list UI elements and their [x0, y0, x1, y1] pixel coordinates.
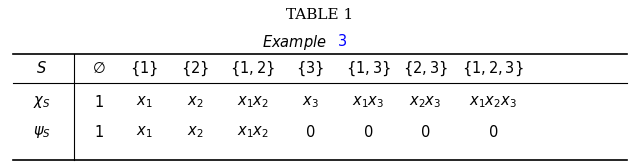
Text: $x_2$: $x_2$ — [187, 94, 204, 110]
Text: $\emptyset$: $\emptyset$ — [92, 61, 106, 76]
Text: $x_1x_3$: $x_1x_3$ — [352, 94, 384, 110]
Text: $x_3$: $x_3$ — [302, 94, 319, 110]
Text: $\{1,2,3\}$: $\{1,2,3\}$ — [462, 59, 524, 78]
Text: $\{1,3\}$: $\{1,3\}$ — [346, 59, 390, 78]
Text: $x_2x_3$: $x_2x_3$ — [410, 94, 442, 110]
Text: $x_1$: $x_1$ — [136, 124, 152, 140]
Text: $\{1,2\}$: $\{1,2\}$ — [230, 59, 275, 78]
Text: $x_1x_2$: $x_1x_2$ — [237, 94, 269, 110]
Text: $S$: $S$ — [36, 61, 47, 76]
Text: $\{3\}$: $\{3\}$ — [296, 59, 324, 78]
Text: $\chi_S$: $\chi_S$ — [33, 94, 51, 110]
Text: $3$: $3$ — [337, 33, 348, 49]
Text: $\psi_S$: $\psi_S$ — [33, 124, 51, 140]
Text: $\mathit{Example}$: $\mathit{Example}$ — [262, 33, 327, 52]
Text: TABLE 1: TABLE 1 — [286, 8, 354, 22]
Text: $0$: $0$ — [420, 124, 431, 140]
Text: $0$: $0$ — [305, 124, 316, 140]
Text: $x_1x_2$: $x_1x_2$ — [237, 124, 269, 140]
Text: $\{1\}$: $\{1\}$ — [130, 59, 158, 78]
Text: $x_1$: $x_1$ — [136, 94, 152, 110]
Text: $x_2$: $x_2$ — [187, 124, 204, 140]
Text: $1$: $1$ — [94, 94, 104, 110]
Text: $1$: $1$ — [94, 124, 104, 140]
Text: $0$: $0$ — [363, 124, 373, 140]
Text: $\{2\}$: $\{2\}$ — [181, 59, 209, 78]
Text: $0$: $0$ — [488, 124, 498, 140]
Text: $x_1x_2x_3$: $x_1x_2x_3$ — [469, 94, 516, 110]
Text: $\{2,3\}$: $\{2,3\}$ — [403, 59, 448, 78]
